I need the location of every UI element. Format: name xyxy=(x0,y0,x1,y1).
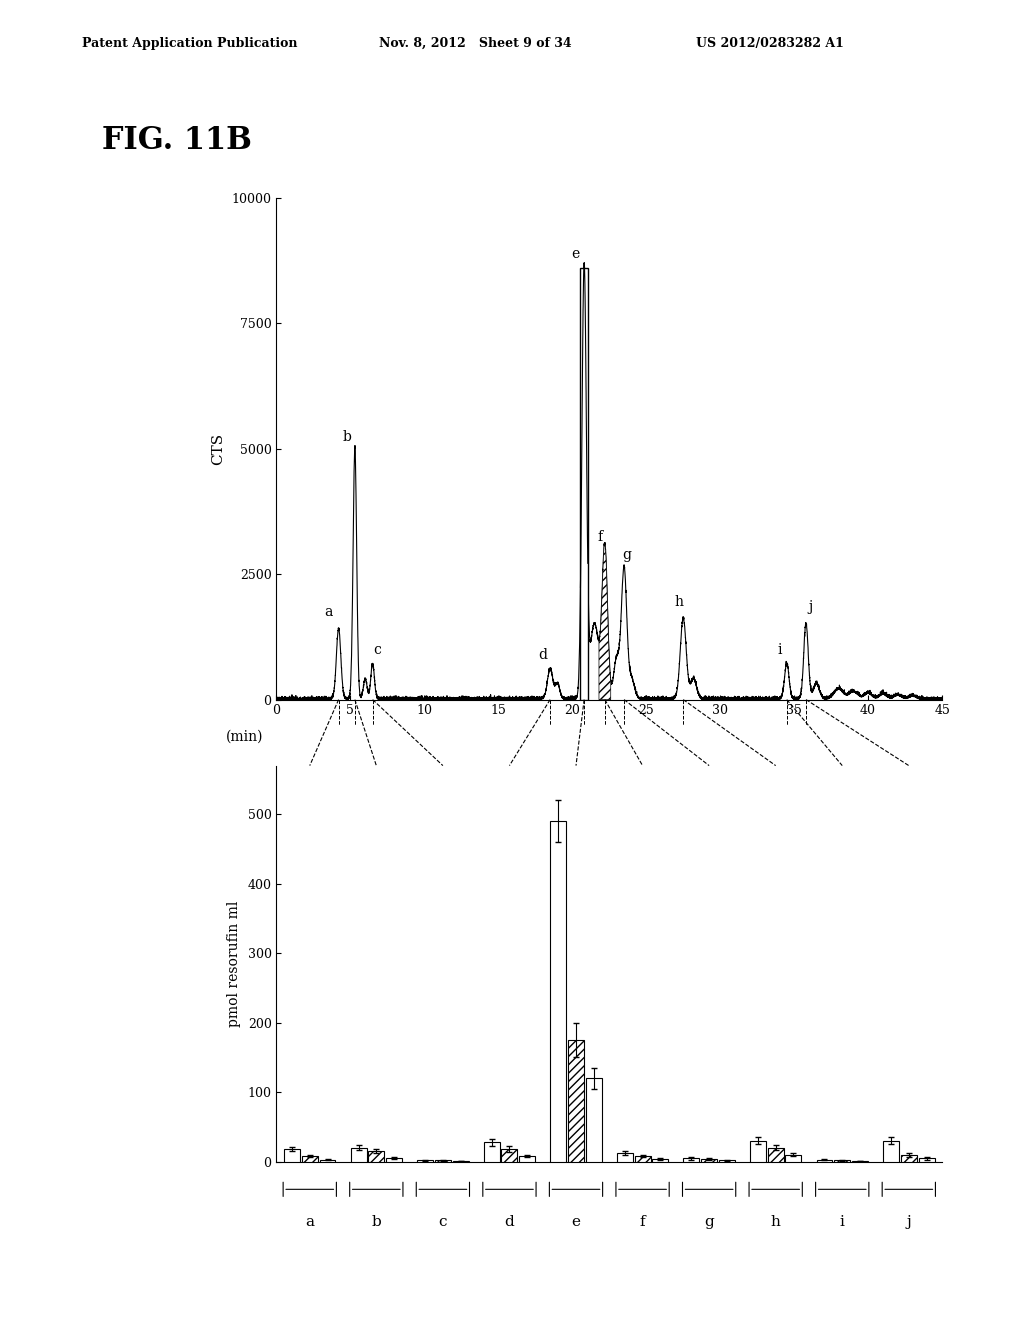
Bar xyxy=(785,1155,802,1162)
Text: US 2012/0283282 A1: US 2012/0283282 A1 xyxy=(696,37,844,50)
Text: j: j xyxy=(906,1214,911,1229)
Bar xyxy=(502,1150,517,1162)
Bar xyxy=(302,1156,317,1162)
Text: d: d xyxy=(505,1214,514,1229)
Text: g: g xyxy=(705,1214,714,1229)
Bar xyxy=(386,1158,402,1162)
Bar xyxy=(652,1159,669,1162)
Bar xyxy=(768,1147,783,1162)
Bar xyxy=(519,1156,536,1162)
Text: c: c xyxy=(438,1214,447,1229)
Text: b: b xyxy=(372,1214,381,1229)
Text: Nov. 8, 2012   Sheet 9 of 34: Nov. 8, 2012 Sheet 9 of 34 xyxy=(379,37,571,50)
Bar xyxy=(616,1154,633,1162)
Text: FIG. 11B: FIG. 11B xyxy=(102,125,252,156)
Text: b: b xyxy=(343,430,352,444)
Text: h: h xyxy=(674,595,683,610)
Bar xyxy=(683,1158,699,1162)
Bar xyxy=(919,1158,935,1162)
Text: i: i xyxy=(777,643,781,657)
Text: f: f xyxy=(640,1214,645,1229)
Bar xyxy=(635,1156,650,1162)
Bar xyxy=(550,821,566,1162)
Bar xyxy=(350,1147,367,1162)
Text: i: i xyxy=(840,1214,845,1229)
Text: f: f xyxy=(598,531,603,544)
Bar xyxy=(719,1160,735,1162)
Text: (min): (min) xyxy=(225,730,263,743)
Bar xyxy=(319,1159,336,1162)
Bar xyxy=(835,1160,850,1162)
Bar xyxy=(284,1150,300,1162)
Text: c: c xyxy=(373,643,381,657)
Y-axis label: CTS: CTS xyxy=(211,433,224,465)
Bar xyxy=(901,1155,916,1162)
Bar xyxy=(483,1142,500,1162)
Text: Patent Application Publication: Patent Application Publication xyxy=(82,37,297,50)
Bar xyxy=(586,1078,602,1162)
Bar xyxy=(568,1040,584,1162)
Text: a: a xyxy=(324,606,333,619)
Bar xyxy=(701,1159,717,1162)
Bar xyxy=(581,268,588,700)
Bar xyxy=(369,1151,384,1162)
Bar xyxy=(750,1140,766,1162)
Text: e: e xyxy=(571,247,580,261)
Text: g: g xyxy=(623,548,632,562)
Text: e: e xyxy=(571,1214,581,1229)
Bar xyxy=(435,1160,451,1162)
Text: a: a xyxy=(305,1214,314,1229)
Text: h: h xyxy=(771,1214,780,1229)
Bar xyxy=(883,1140,899,1162)
Text: d: d xyxy=(539,648,547,663)
Y-axis label: pmol resorufin ml: pmol resorufin ml xyxy=(226,900,241,1027)
Bar xyxy=(816,1159,833,1162)
Bar xyxy=(417,1160,433,1162)
Text: j: j xyxy=(808,601,813,614)
